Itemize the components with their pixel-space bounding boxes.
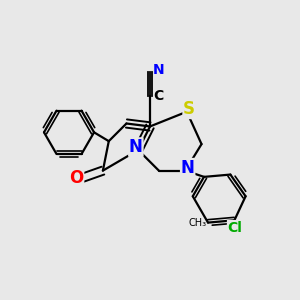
Text: N: N [153, 64, 165, 77]
Text: N: N [181, 159, 195, 177]
Text: Cl: Cl [227, 221, 242, 235]
Text: S: S [183, 100, 195, 118]
Text: C: C [154, 88, 164, 103]
Text: O: O [69, 169, 83, 187]
Text: N: N [129, 138, 143, 156]
Text: CH₃: CH₃ [189, 218, 207, 228]
